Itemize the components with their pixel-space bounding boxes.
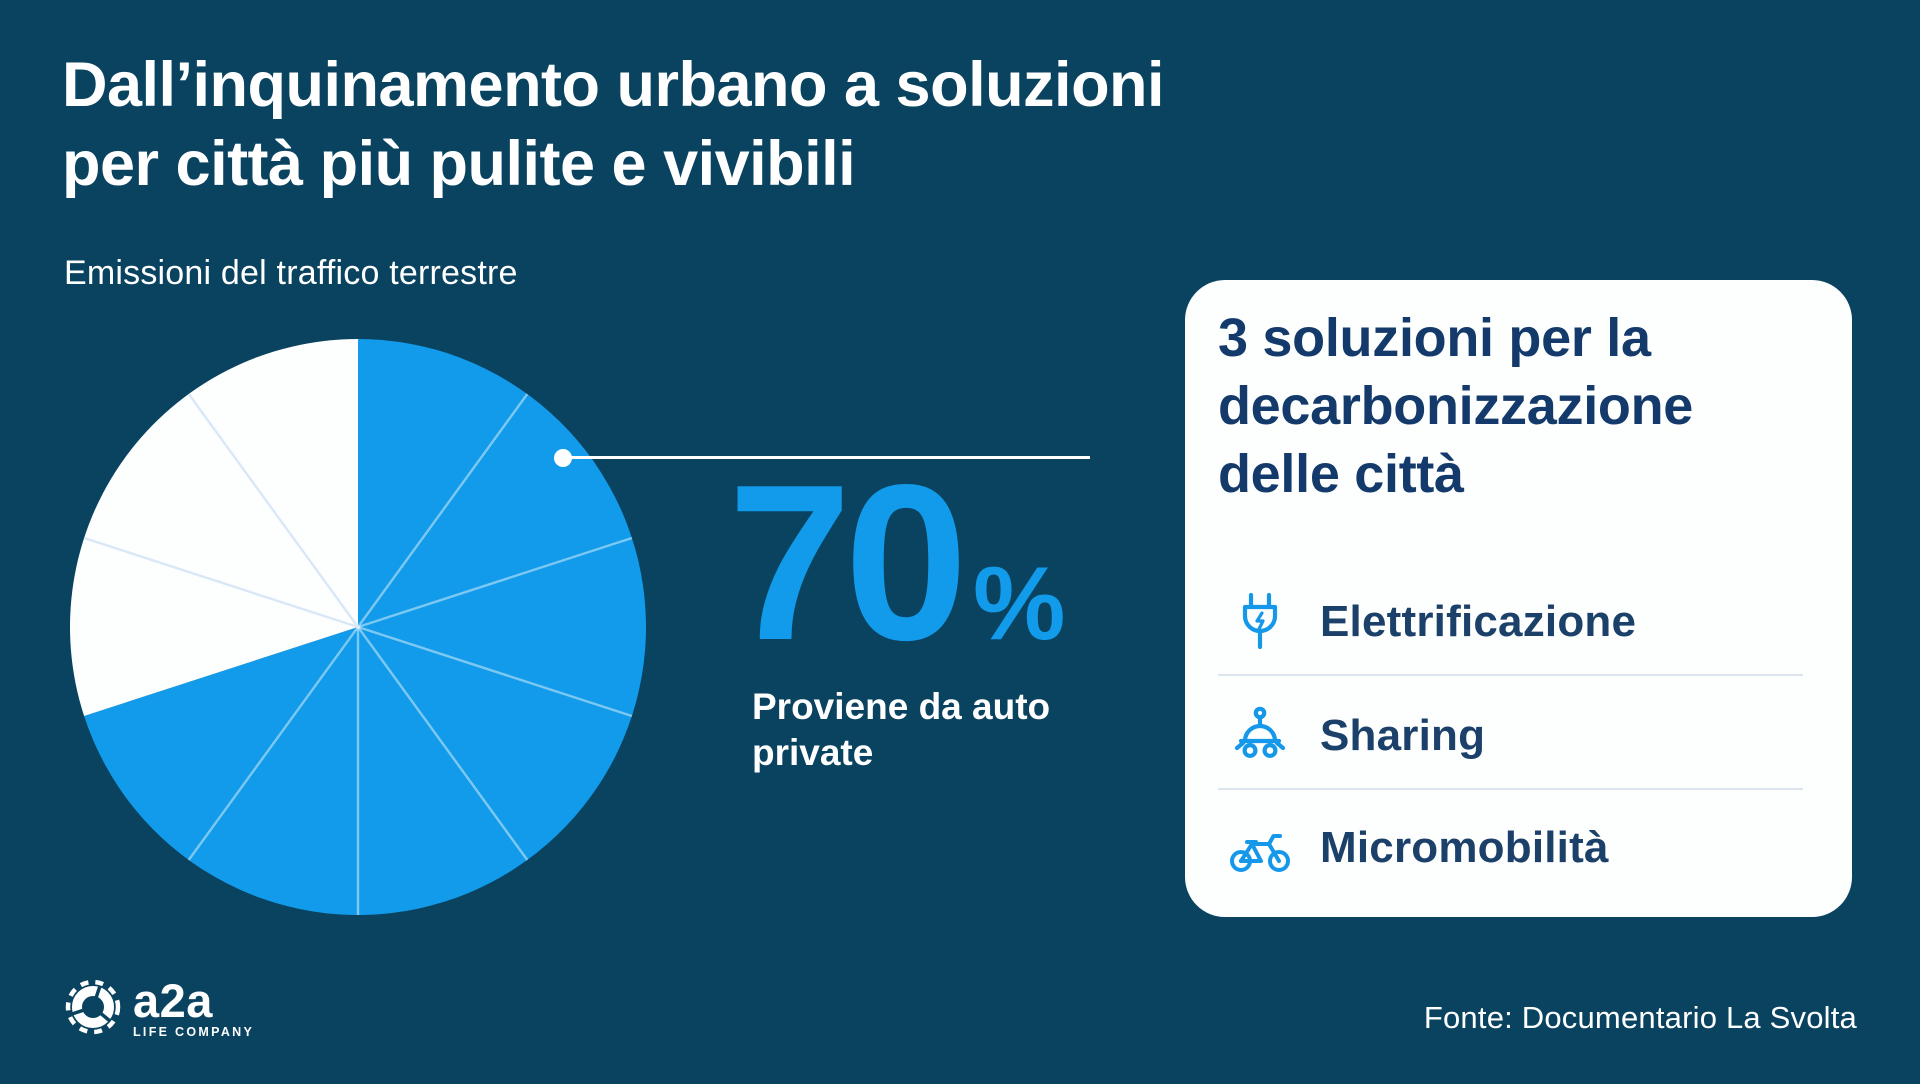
solution-label: Elettrificazione (1320, 597, 1637, 646)
callout-dot (554, 449, 572, 467)
percent-value: 70 (728, 439, 968, 687)
solutions-card-title-line-1: 3 soluzioni per la (1218, 308, 1651, 368)
callout-line (563, 456, 1090, 459)
car-sharing-icon (1227, 703, 1293, 769)
page-title-line-2: per città più pulite e vivibili (62, 129, 856, 199)
bicycle-icon (1227, 815, 1293, 881)
solutions-card-title-line-2: decarbonizzazione (1218, 376, 1693, 436)
chart-title: Emissioni del traffico terrestre (64, 254, 518, 292)
a2a-logo-icon (64, 978, 122, 1041)
plug-icon (1227, 589, 1293, 655)
page-title-line-1: Dall’inquinamento urbano a soluzioni (62, 50, 1165, 120)
page-title: Dall’inquinamento urbano a soluzioni per… (62, 46, 1165, 204)
solution-label: Sharing (1320, 711, 1486, 760)
divider (1218, 674, 1803, 676)
source-note: Fonte: Documentario La Svolta (1423, 1000, 1857, 1035)
solution-item-sharing: Sharing (1227, 700, 1485, 772)
solution-label: Micromobilità (1320, 823, 1609, 872)
solution-item-elettrificazione: Elettrificazione (1227, 586, 1636, 658)
solutions-card-title-line-3: delle città (1218, 444, 1464, 504)
percent-label-line-1: Proviene da auto (752, 686, 1051, 727)
pie-chart (68, 337, 648, 917)
divider (1218, 788, 1803, 790)
solutions-card-title: 3 soluzioni per la decarbonizzazione del… (1218, 304, 1693, 508)
solutions-card: 3 soluzioni per la decarbonizzazione del… (1185, 280, 1852, 917)
a2a-logo: a2a LIFE COMPANY (64, 973, 255, 1041)
percent-label: Proviene da auto private (752, 684, 1050, 776)
pie-chart-svg (70, 339, 647, 915)
a2a-logo-tagline: LIFE COMPANY (133, 1024, 255, 1039)
a2a-logo-text: a2a LIFE COMPANY (133, 973, 255, 1039)
percent-callout: 70 % (728, 452, 1065, 674)
a2a-logo-name: a2a (133, 973, 213, 1027)
percent-sign: % (972, 546, 1066, 662)
percent-label-line-2: private (752, 732, 874, 773)
solution-item-micromobilita: Micromobilità (1227, 812, 1609, 884)
